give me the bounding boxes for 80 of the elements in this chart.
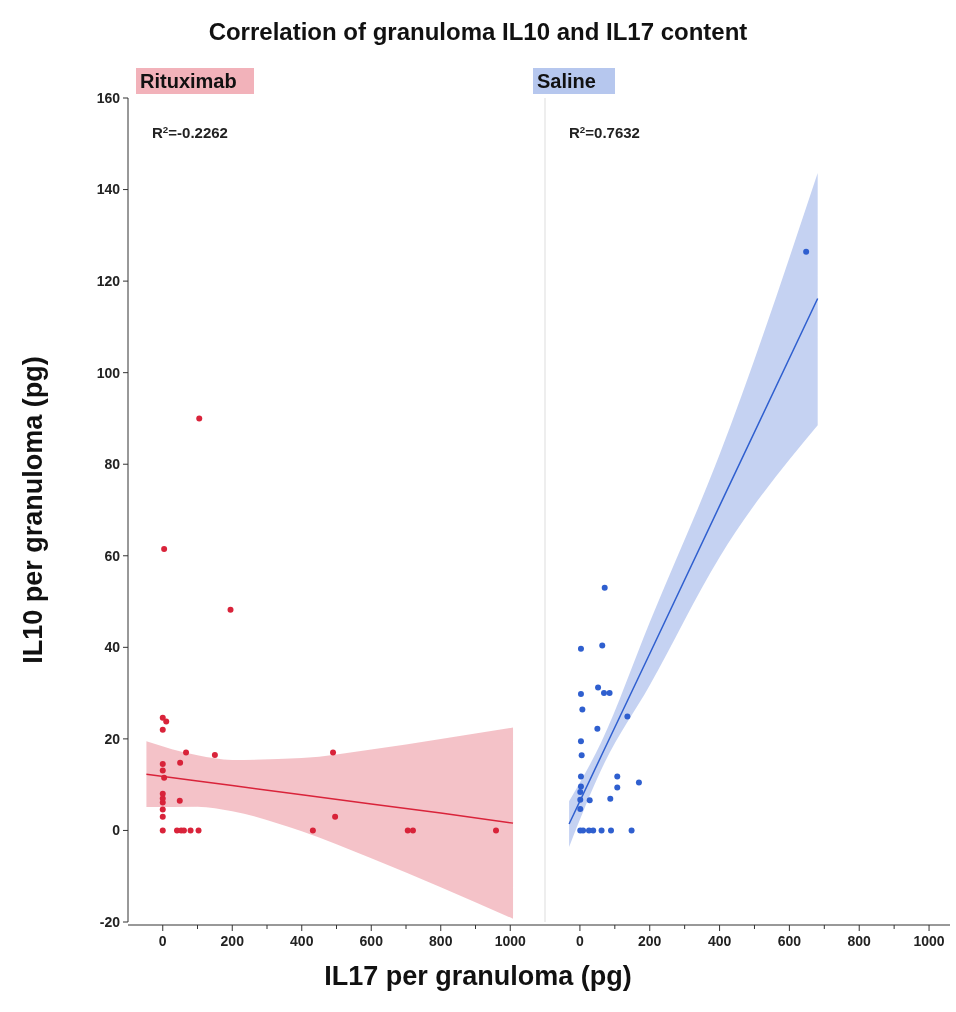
y-axis-title: IL10 per granuloma (pg) xyxy=(18,356,48,664)
y-tick-label: 100 xyxy=(96,364,121,381)
point xyxy=(635,779,642,786)
point xyxy=(159,726,166,733)
point xyxy=(187,827,194,834)
annotation: R$^{2}$=-0.2262 xyxy=(152,123,228,141)
x-tick-label: 800 xyxy=(429,933,453,949)
x-tick-label: 200 xyxy=(638,933,662,949)
point xyxy=(161,545,168,552)
point xyxy=(159,806,166,813)
point xyxy=(594,725,601,732)
point xyxy=(177,759,184,766)
point xyxy=(163,718,170,725)
point xyxy=(577,691,584,698)
line-series xyxy=(145,773,514,824)
y-tick-label: 60 xyxy=(104,547,121,564)
point xyxy=(624,713,631,720)
x-tick-label: 600 xyxy=(359,933,384,949)
x-tick-label: 0 xyxy=(158,933,167,949)
point xyxy=(607,795,614,802)
point xyxy=(309,827,316,834)
point xyxy=(159,813,166,820)
point xyxy=(159,761,166,768)
point xyxy=(590,827,597,834)
point xyxy=(211,751,218,758)
point xyxy=(195,827,202,834)
point xyxy=(577,783,584,790)
point xyxy=(159,799,166,806)
point xyxy=(577,738,584,745)
annotation: R$^{2}$=0.7632 xyxy=(569,123,640,141)
point xyxy=(601,690,607,697)
point xyxy=(601,584,608,591)
point xyxy=(803,248,810,255)
x-axis-title: IL17 per granuloma (pg) xyxy=(324,961,632,991)
point xyxy=(606,690,613,697)
point xyxy=(614,784,621,791)
x-tick-label: 200 xyxy=(220,933,245,949)
point xyxy=(577,773,584,780)
y-tick-label: 120 xyxy=(96,273,121,290)
x-tick-label: 600 xyxy=(777,933,802,949)
point xyxy=(227,606,234,613)
x-tick-label: 400 xyxy=(707,933,732,949)
point xyxy=(614,773,621,780)
point xyxy=(628,827,635,834)
y-tick-label: 80 xyxy=(104,456,121,473)
y-tick-label: 140 xyxy=(96,181,121,198)
y-tick-label: 0 xyxy=(112,822,121,839)
point xyxy=(330,749,337,756)
point xyxy=(607,827,614,834)
point xyxy=(159,767,166,774)
point xyxy=(577,805,584,812)
x-tick-label: 1000 xyxy=(494,933,527,949)
point xyxy=(493,827,499,834)
chart-title: Correlation of granuloma IL10 and IL17 content xyxy=(208,18,748,45)
point xyxy=(578,752,585,759)
point xyxy=(183,749,190,756)
point xyxy=(577,788,584,795)
x-tick-label: 400 xyxy=(290,933,314,949)
x-tick-label: 800 xyxy=(847,933,872,949)
point xyxy=(404,827,411,834)
x-tick-label: 1000 xyxy=(913,933,945,949)
point xyxy=(332,813,339,820)
point xyxy=(598,827,605,834)
point xyxy=(159,827,166,834)
y-tick-label: 160 xyxy=(96,89,121,106)
text: Rituximab xyxy=(140,70,237,92)
point xyxy=(595,684,602,691)
point xyxy=(196,415,203,422)
x-tick-label: 0 xyxy=(576,933,585,949)
y-tick-label: 40 xyxy=(104,639,121,656)
text: Saline xyxy=(537,70,596,92)
point xyxy=(586,797,593,804)
point xyxy=(176,797,183,804)
point xyxy=(577,645,584,652)
point xyxy=(409,827,416,834)
point xyxy=(599,642,606,649)
y-tick-label: -20 xyxy=(99,913,121,930)
point xyxy=(159,714,166,721)
point xyxy=(579,706,586,713)
y-tick-label: 20 xyxy=(104,730,121,747)
